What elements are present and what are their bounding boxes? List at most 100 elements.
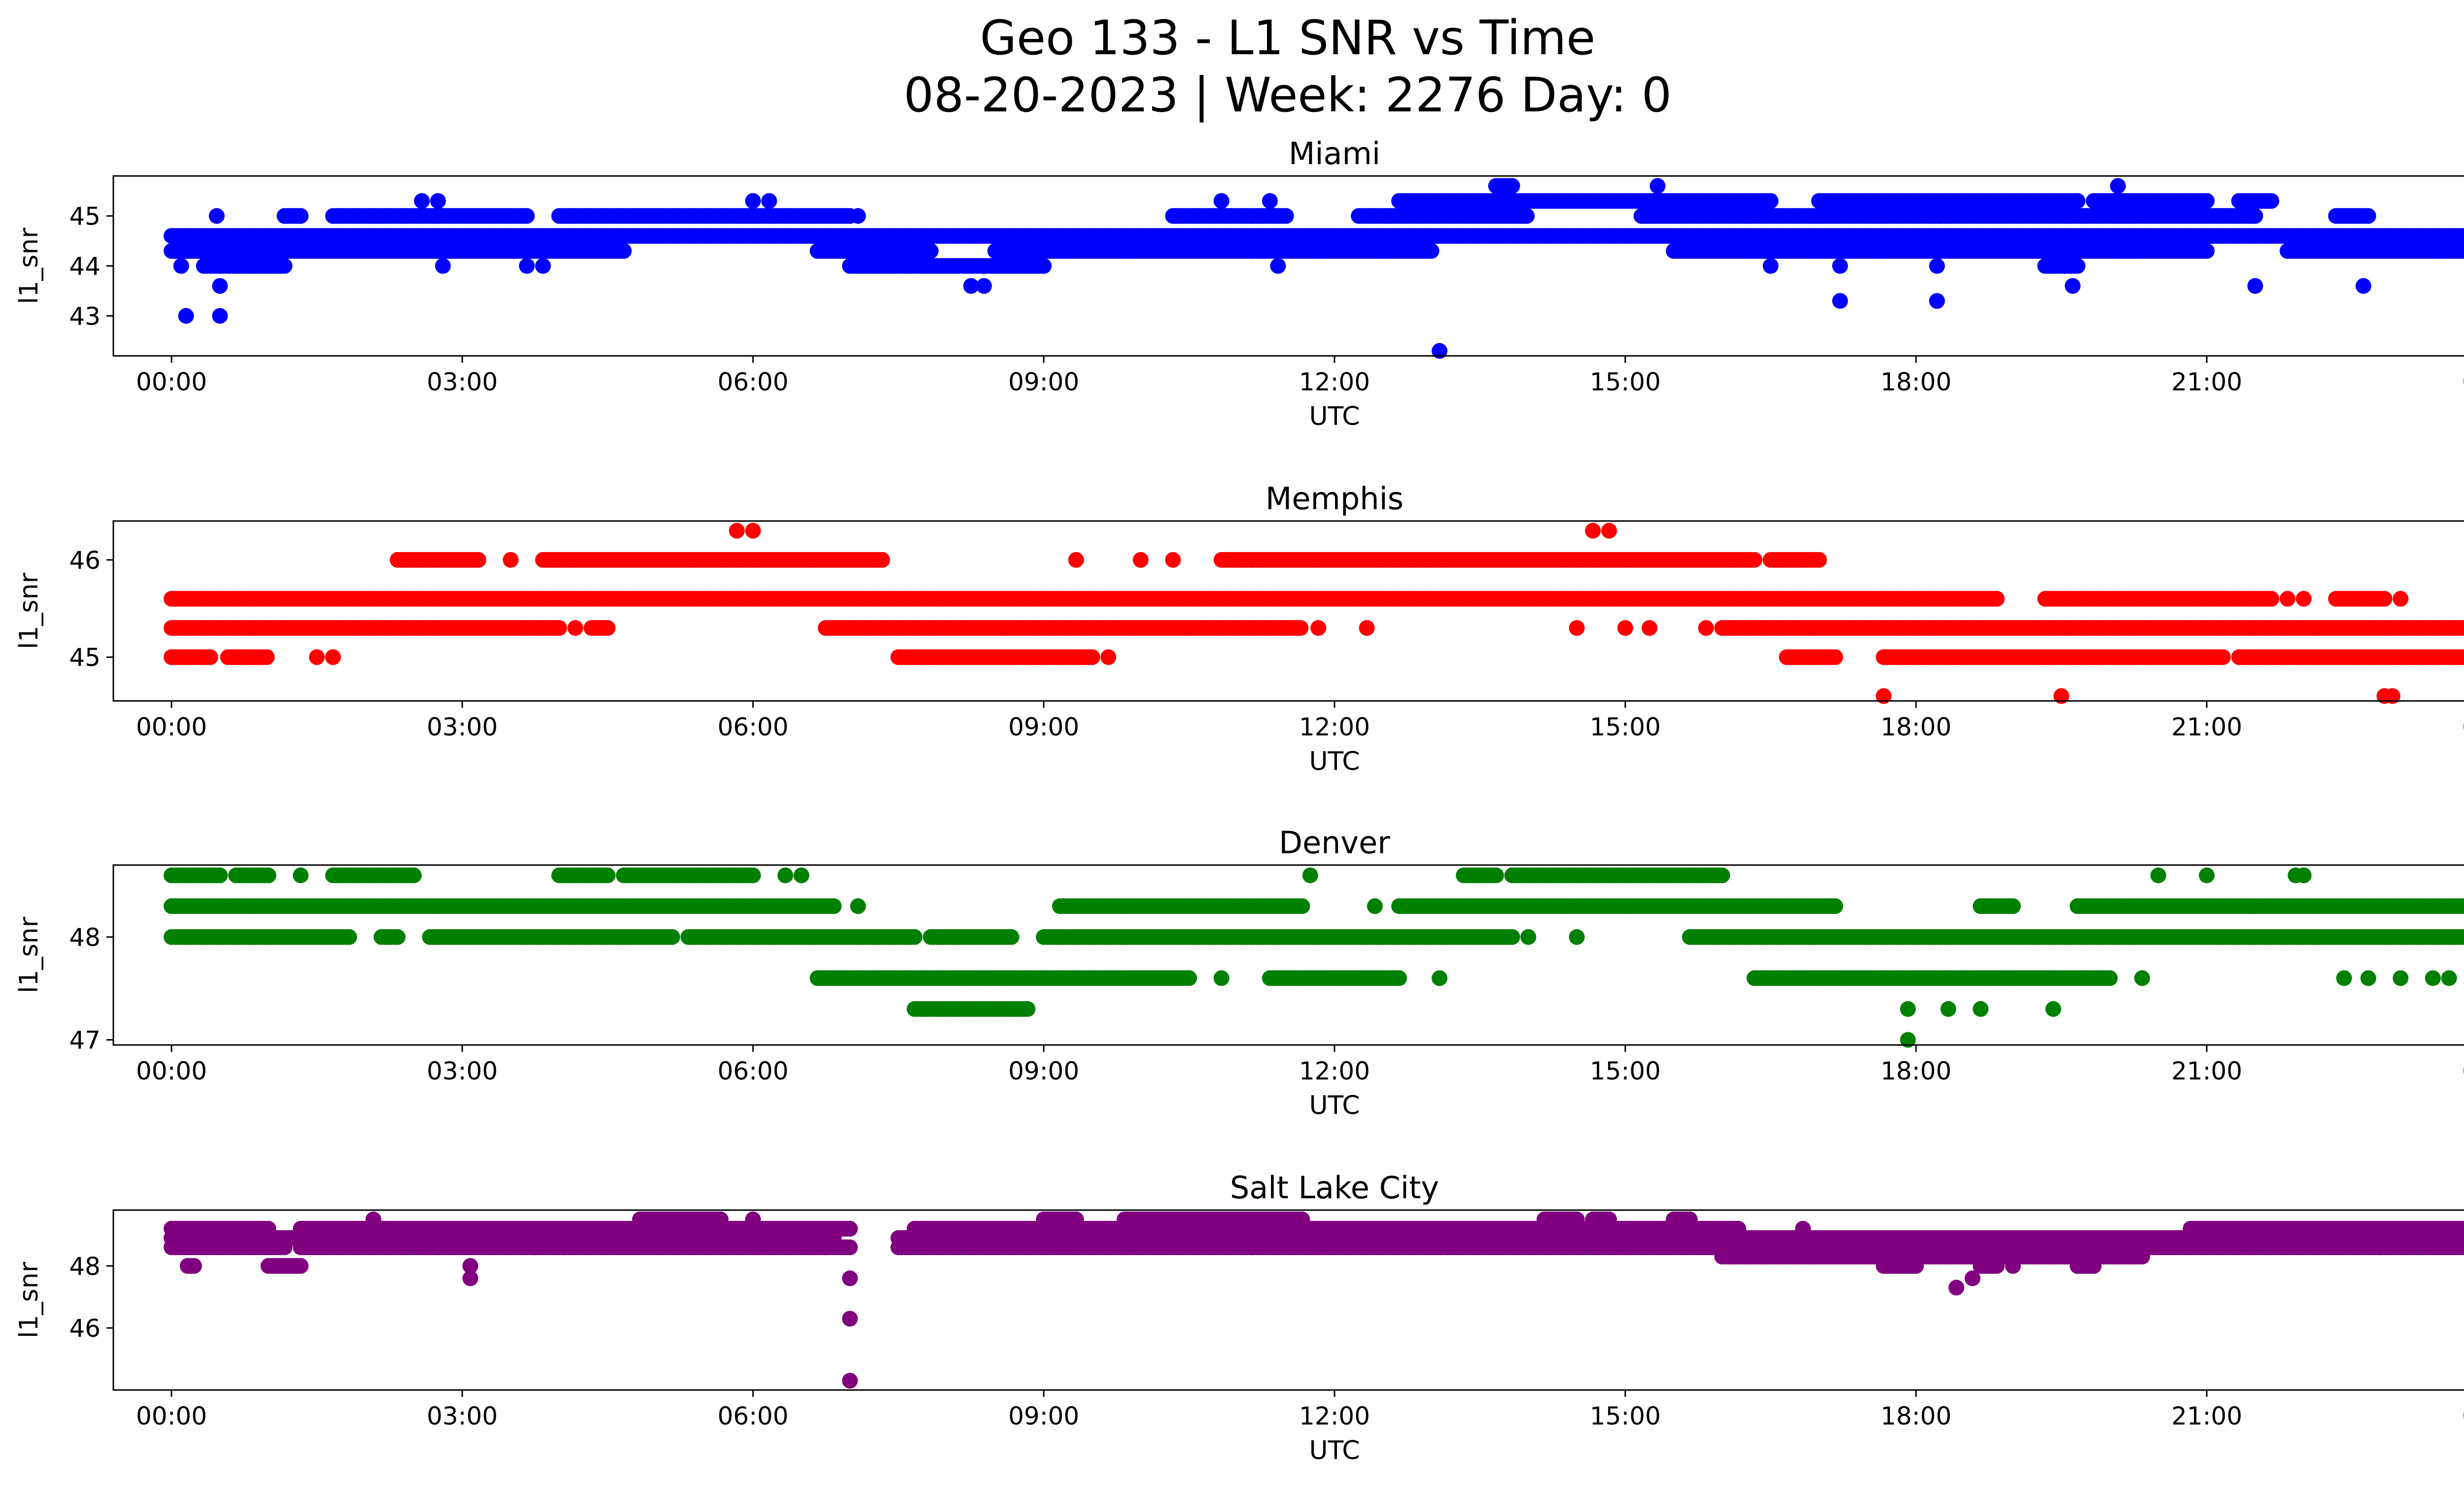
- data-point: [1649, 178, 1666, 194]
- data-point: [2199, 243, 2215, 259]
- data-point: [325, 649, 341, 665]
- data-point: [2069, 193, 2086, 209]
- data-point: [2064, 278, 2081, 294]
- data-point: [976, 278, 992, 294]
- data-point: [1423, 243, 1439, 259]
- data-point: [1929, 258, 1945, 274]
- data-point: [519, 208, 535, 224]
- data-point: [1165, 552, 1181, 568]
- subplot-title: Miami: [1289, 136, 1380, 172]
- data-point: [745, 193, 761, 209]
- data-point: [1213, 193, 1230, 209]
- y-axis-label: l1_snr: [14, 572, 44, 649]
- data-point: [1832, 258, 1848, 274]
- data-point: [2360, 208, 2376, 224]
- data-point: [745, 522, 761, 539]
- data-point: [276, 258, 293, 274]
- x-tick-label: 03:00: [427, 713, 498, 741]
- data-point: [503, 552, 519, 568]
- x-tick-label: 00:00: [136, 713, 207, 741]
- data-point: [1827, 649, 1844, 665]
- x-tick-label: 12:00: [1299, 713, 1370, 741]
- data-point: [551, 620, 567, 636]
- figure-title-line1: Geo 133 - L1 SNR vs Time: [980, 10, 1596, 66]
- data-point: [567, 620, 583, 636]
- data-point: [435, 258, 451, 274]
- data-point: [729, 522, 745, 539]
- data-point: [202, 649, 218, 665]
- x-tick-label: 21:00: [2171, 713, 2242, 741]
- data-point: [923, 243, 939, 259]
- data-point: [1068, 552, 1084, 568]
- y-tick-label: 46: [69, 546, 101, 575]
- data-point: [2461, 244, 2464, 258]
- data-point: [2069, 258, 2086, 274]
- data-point: [178, 308, 194, 324]
- x-tick-label: 06:00: [718, 713, 788, 741]
- data-point: [2263, 591, 2280, 607]
- data-point: [1359, 620, 1375, 636]
- data-point: [1929, 293, 1945, 309]
- y-tick-label: 45: [69, 202, 101, 231]
- data-point: [1585, 522, 1601, 539]
- subplot-title: Denver: [1279, 825, 1390, 861]
- data-point: [173, 258, 189, 274]
- data-point: [535, 258, 551, 274]
- data-point: [1988, 591, 2005, 607]
- data-point: [389, 929, 406, 945]
- data-point: [341, 929, 357, 945]
- x-tick-label: 00:00: [2462, 368, 2464, 396]
- x-tick-label: 06:00: [718, 368, 788, 396]
- subplot-title: Memphis: [1266, 481, 1403, 517]
- data-point: [600, 620, 616, 636]
- data-point: [1310, 620, 1327, 636]
- data-point: [519, 258, 535, 274]
- data-point: [2199, 193, 2215, 209]
- data-point: [309, 649, 325, 665]
- data-point: [761, 193, 777, 209]
- data-point: [1504, 929, 1520, 945]
- data-point: [1601, 522, 1617, 539]
- x-tick-label: 09:00: [1008, 713, 1079, 741]
- x-tick-label: 00:00: [136, 368, 207, 396]
- x-tick-label: 03:00: [427, 368, 498, 396]
- data-point: [1262, 193, 1278, 209]
- x-axis-label: UTC: [1309, 402, 1360, 431]
- data-point: [906, 929, 923, 945]
- data-point: [208, 208, 225, 224]
- y-tick-label: 44: [69, 252, 101, 281]
- data-point: [1100, 649, 1117, 665]
- data-point: [825, 898, 842, 914]
- data-point: [1746, 552, 1763, 568]
- data-point: [2110, 178, 2126, 194]
- figure-title-line2: 08-20-2023 | Week: 2276 Day: 0: [904, 68, 1672, 123]
- data-point: [1270, 258, 1286, 274]
- data-point: [1036, 258, 1052, 274]
- y-axis-label: l1_snr: [14, 227, 44, 304]
- x-tick-label: 12:00: [1299, 368, 1370, 396]
- data-point: [1278, 208, 1294, 224]
- data-point: [212, 278, 228, 294]
- x-tick-label: 09:00: [1008, 368, 1079, 396]
- data-point: [664, 929, 681, 945]
- x-tick-label: 21:00: [2171, 368, 2242, 396]
- data-point: [1642, 620, 1658, 636]
- x-tick-label: 15:00: [1590, 713, 1661, 741]
- data-point: [1519, 208, 1535, 224]
- data-point: [212, 308, 228, 324]
- data-point: [1763, 258, 1779, 274]
- data-point: [1763, 193, 1779, 209]
- data-point: [2247, 208, 2263, 224]
- data-point: [430, 193, 446, 209]
- data-point: [1294, 898, 1310, 914]
- data-point: [1084, 649, 1100, 665]
- x-tick-label: 15:00: [1590, 368, 1661, 396]
- data-point: [616, 243, 632, 259]
- data-point: [1811, 552, 1827, 568]
- data-point: [2263, 193, 2280, 209]
- data-point: [1496, 178, 1512, 194]
- data-point: [2215, 649, 2231, 665]
- data-point: [1569, 620, 1585, 636]
